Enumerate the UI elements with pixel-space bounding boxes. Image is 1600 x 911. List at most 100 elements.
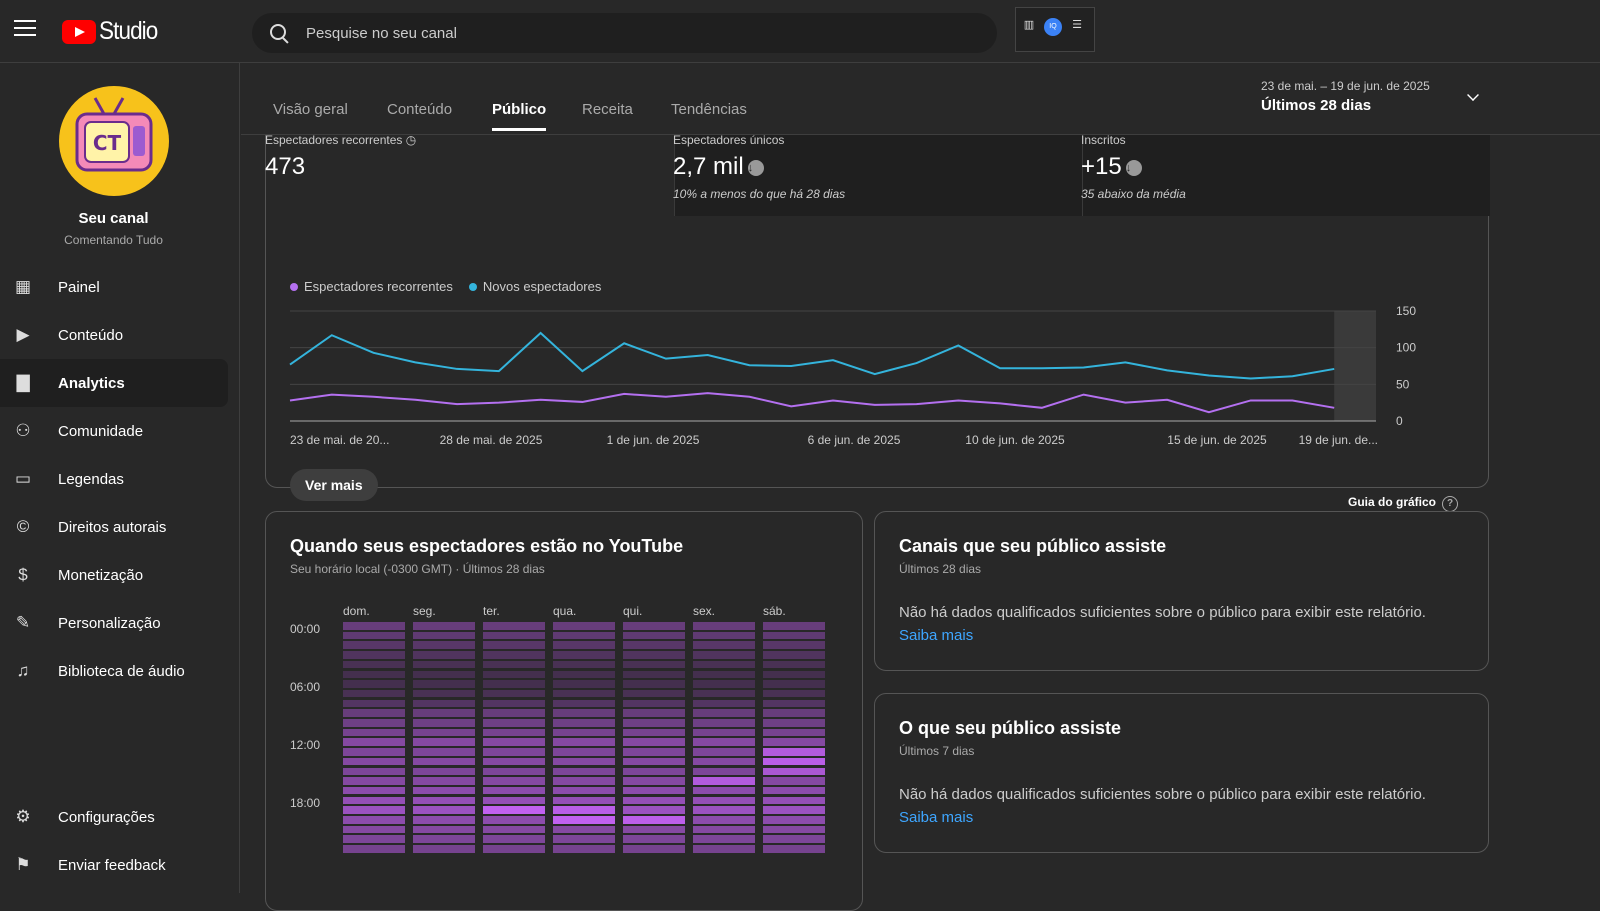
heatmap-cell[interactable] (483, 622, 545, 630)
heatmap-cell[interactable] (483, 797, 545, 805)
heatmap-cell[interactable] (693, 661, 755, 669)
heatmap-cell[interactable] (413, 729, 475, 737)
heatmap-cell[interactable] (413, 758, 475, 766)
search-icon[interactable] (268, 22, 290, 44)
heatmap-cell[interactable] (553, 651, 615, 659)
heatmap-cell[interactable] (343, 661, 405, 669)
heatmap-cell[interactable] (413, 641, 475, 649)
heatmap-cell[interactable] (763, 768, 825, 776)
chevron-down-icon[interactable] (1467, 89, 1479, 101)
heatmap-cell[interactable] (483, 835, 545, 843)
heatmap-cell[interactable] (343, 826, 405, 834)
heatmap-cell[interactable] (483, 729, 545, 737)
heatmap-cell[interactable] (413, 700, 475, 708)
heatmap-cell[interactable] (553, 816, 615, 824)
heatmap-cell[interactable] (413, 719, 475, 727)
heatmap-cell[interactable] (693, 748, 755, 756)
heatmap-cell[interactable] (483, 671, 545, 679)
heatmap-cell[interactable] (623, 826, 685, 834)
heatmap-cell[interactable] (623, 622, 685, 630)
heatmap-cell[interactable] (553, 632, 615, 640)
heatmap-cell[interactable] (623, 680, 685, 688)
heatmap-cell[interactable] (693, 768, 755, 776)
heatmap-cell[interactable] (553, 680, 615, 688)
heatmap-cell[interactable] (553, 768, 615, 776)
heatmap-cell[interactable] (553, 622, 615, 630)
heatmap-cell[interactable] (623, 700, 685, 708)
heatmap-cell[interactable] (343, 622, 405, 630)
heatmap-cell[interactable] (623, 709, 685, 717)
heatmap-cell[interactable] (763, 690, 825, 698)
heatmap-cell[interactable] (413, 680, 475, 688)
legend-item-returning[interactable]: Espectadores recorrentes (290, 279, 453, 294)
heatmap-cell[interactable] (343, 632, 405, 640)
learn-more-link[interactable]: Saiba mais (899, 809, 973, 826)
heatmap-cell[interactable] (693, 835, 755, 843)
heatmap-cell[interactable] (553, 719, 615, 727)
sidebar-item-conteudo[interactable]: ▶Conteúdo (0, 311, 228, 359)
date-range-label[interactable]: Últimos 28 dias (1261, 97, 1371, 114)
heatmap-cell[interactable] (763, 729, 825, 737)
heatmap-cell[interactable] (623, 797, 685, 805)
sidebar-item-monetizacao[interactable]: $Monetização (0, 551, 228, 599)
heatmap-cell[interactable] (693, 641, 755, 649)
heatmap-cell[interactable] (623, 632, 685, 640)
chart-extension-icon[interactable]: ▥ (1022, 18, 1036, 32)
heatmap-cell[interactable] (693, 690, 755, 698)
see-more-button[interactable]: Ver mais (290, 469, 378, 501)
heatmap-cell[interactable] (483, 845, 545, 853)
heatmap-cell[interactable] (693, 651, 755, 659)
heatmap-cell[interactable] (553, 690, 615, 698)
sidebar-item-biblioteca[interactable]: ♫Biblioteca de áudio (0, 647, 228, 695)
heatmap-cell[interactable] (763, 787, 825, 795)
heatmap-cell[interactable] (553, 758, 615, 766)
heatmap-cell[interactable] (343, 738, 405, 746)
heatmap-cell[interactable] (623, 651, 685, 659)
heatmap-cell[interactable] (693, 826, 755, 834)
sidebar-item-configuracoes[interactable]: ⚙Configurações (0, 793, 228, 841)
heatmap-cell[interactable] (483, 661, 545, 669)
heatmap-cell[interactable] (413, 671, 475, 679)
heatmap-cell[interactable] (553, 641, 615, 649)
heatmap-cell[interactable] (343, 700, 405, 708)
heatmap-cell[interactable] (483, 806, 545, 814)
heatmap-cell[interactable] (343, 748, 405, 756)
heatmap-cell[interactable] (693, 700, 755, 708)
tab-visao-geral[interactable]: Visão geral (273, 101, 348, 118)
heatmap-cell[interactable] (693, 671, 755, 679)
heatmap-cell[interactable] (483, 651, 545, 659)
heatmap-cell[interactable] (483, 632, 545, 640)
heatmap-cell[interactable] (693, 787, 755, 795)
heatmap-cell[interactable] (343, 641, 405, 649)
heatmap-cell[interactable] (693, 777, 755, 785)
heatmap-cell[interactable] (343, 777, 405, 785)
heatmap-cell[interactable] (413, 651, 475, 659)
heatmap-cell[interactable] (483, 738, 545, 746)
list-extension-icon[interactable]: ☰ (1070, 18, 1084, 32)
heatmap-cell[interactable] (553, 671, 615, 679)
heatmap-cell[interactable] (553, 826, 615, 834)
heatmap-cell[interactable] (343, 729, 405, 737)
heatmap-cell[interactable] (413, 816, 475, 824)
sidebar-item-analytics[interactable]: ▇Analytics (0, 359, 228, 407)
heatmap-cell[interactable] (623, 719, 685, 727)
heatmap-cell[interactable] (413, 622, 475, 630)
heatmap-cell[interactable] (343, 758, 405, 766)
tab-receita[interactable]: Receita (582, 101, 633, 118)
channel-avatar[interactable]: CT (59, 86, 169, 196)
heatmap-cell[interactable] (763, 719, 825, 727)
heatmap-cell[interactable] (623, 729, 685, 737)
heatmap-cell[interactable] (623, 738, 685, 746)
heatmap-cell[interactable] (413, 768, 475, 776)
heatmap-cell[interactable] (413, 835, 475, 843)
heatmap-cell[interactable] (763, 748, 825, 756)
studio-logo[interactable]: Studio (62, 17, 164, 46)
heatmap-cell[interactable] (763, 632, 825, 640)
sidebar-item-painel[interactable]: ▦Painel (0, 263, 228, 311)
heatmap-cell[interactable] (413, 748, 475, 756)
heatmap-cell[interactable] (553, 777, 615, 785)
heatmap-cell[interactable] (693, 806, 755, 814)
heatmap-cell[interactable] (693, 709, 755, 717)
heatmap-cell[interactable] (483, 816, 545, 824)
heatmap-cell[interactable] (343, 797, 405, 805)
